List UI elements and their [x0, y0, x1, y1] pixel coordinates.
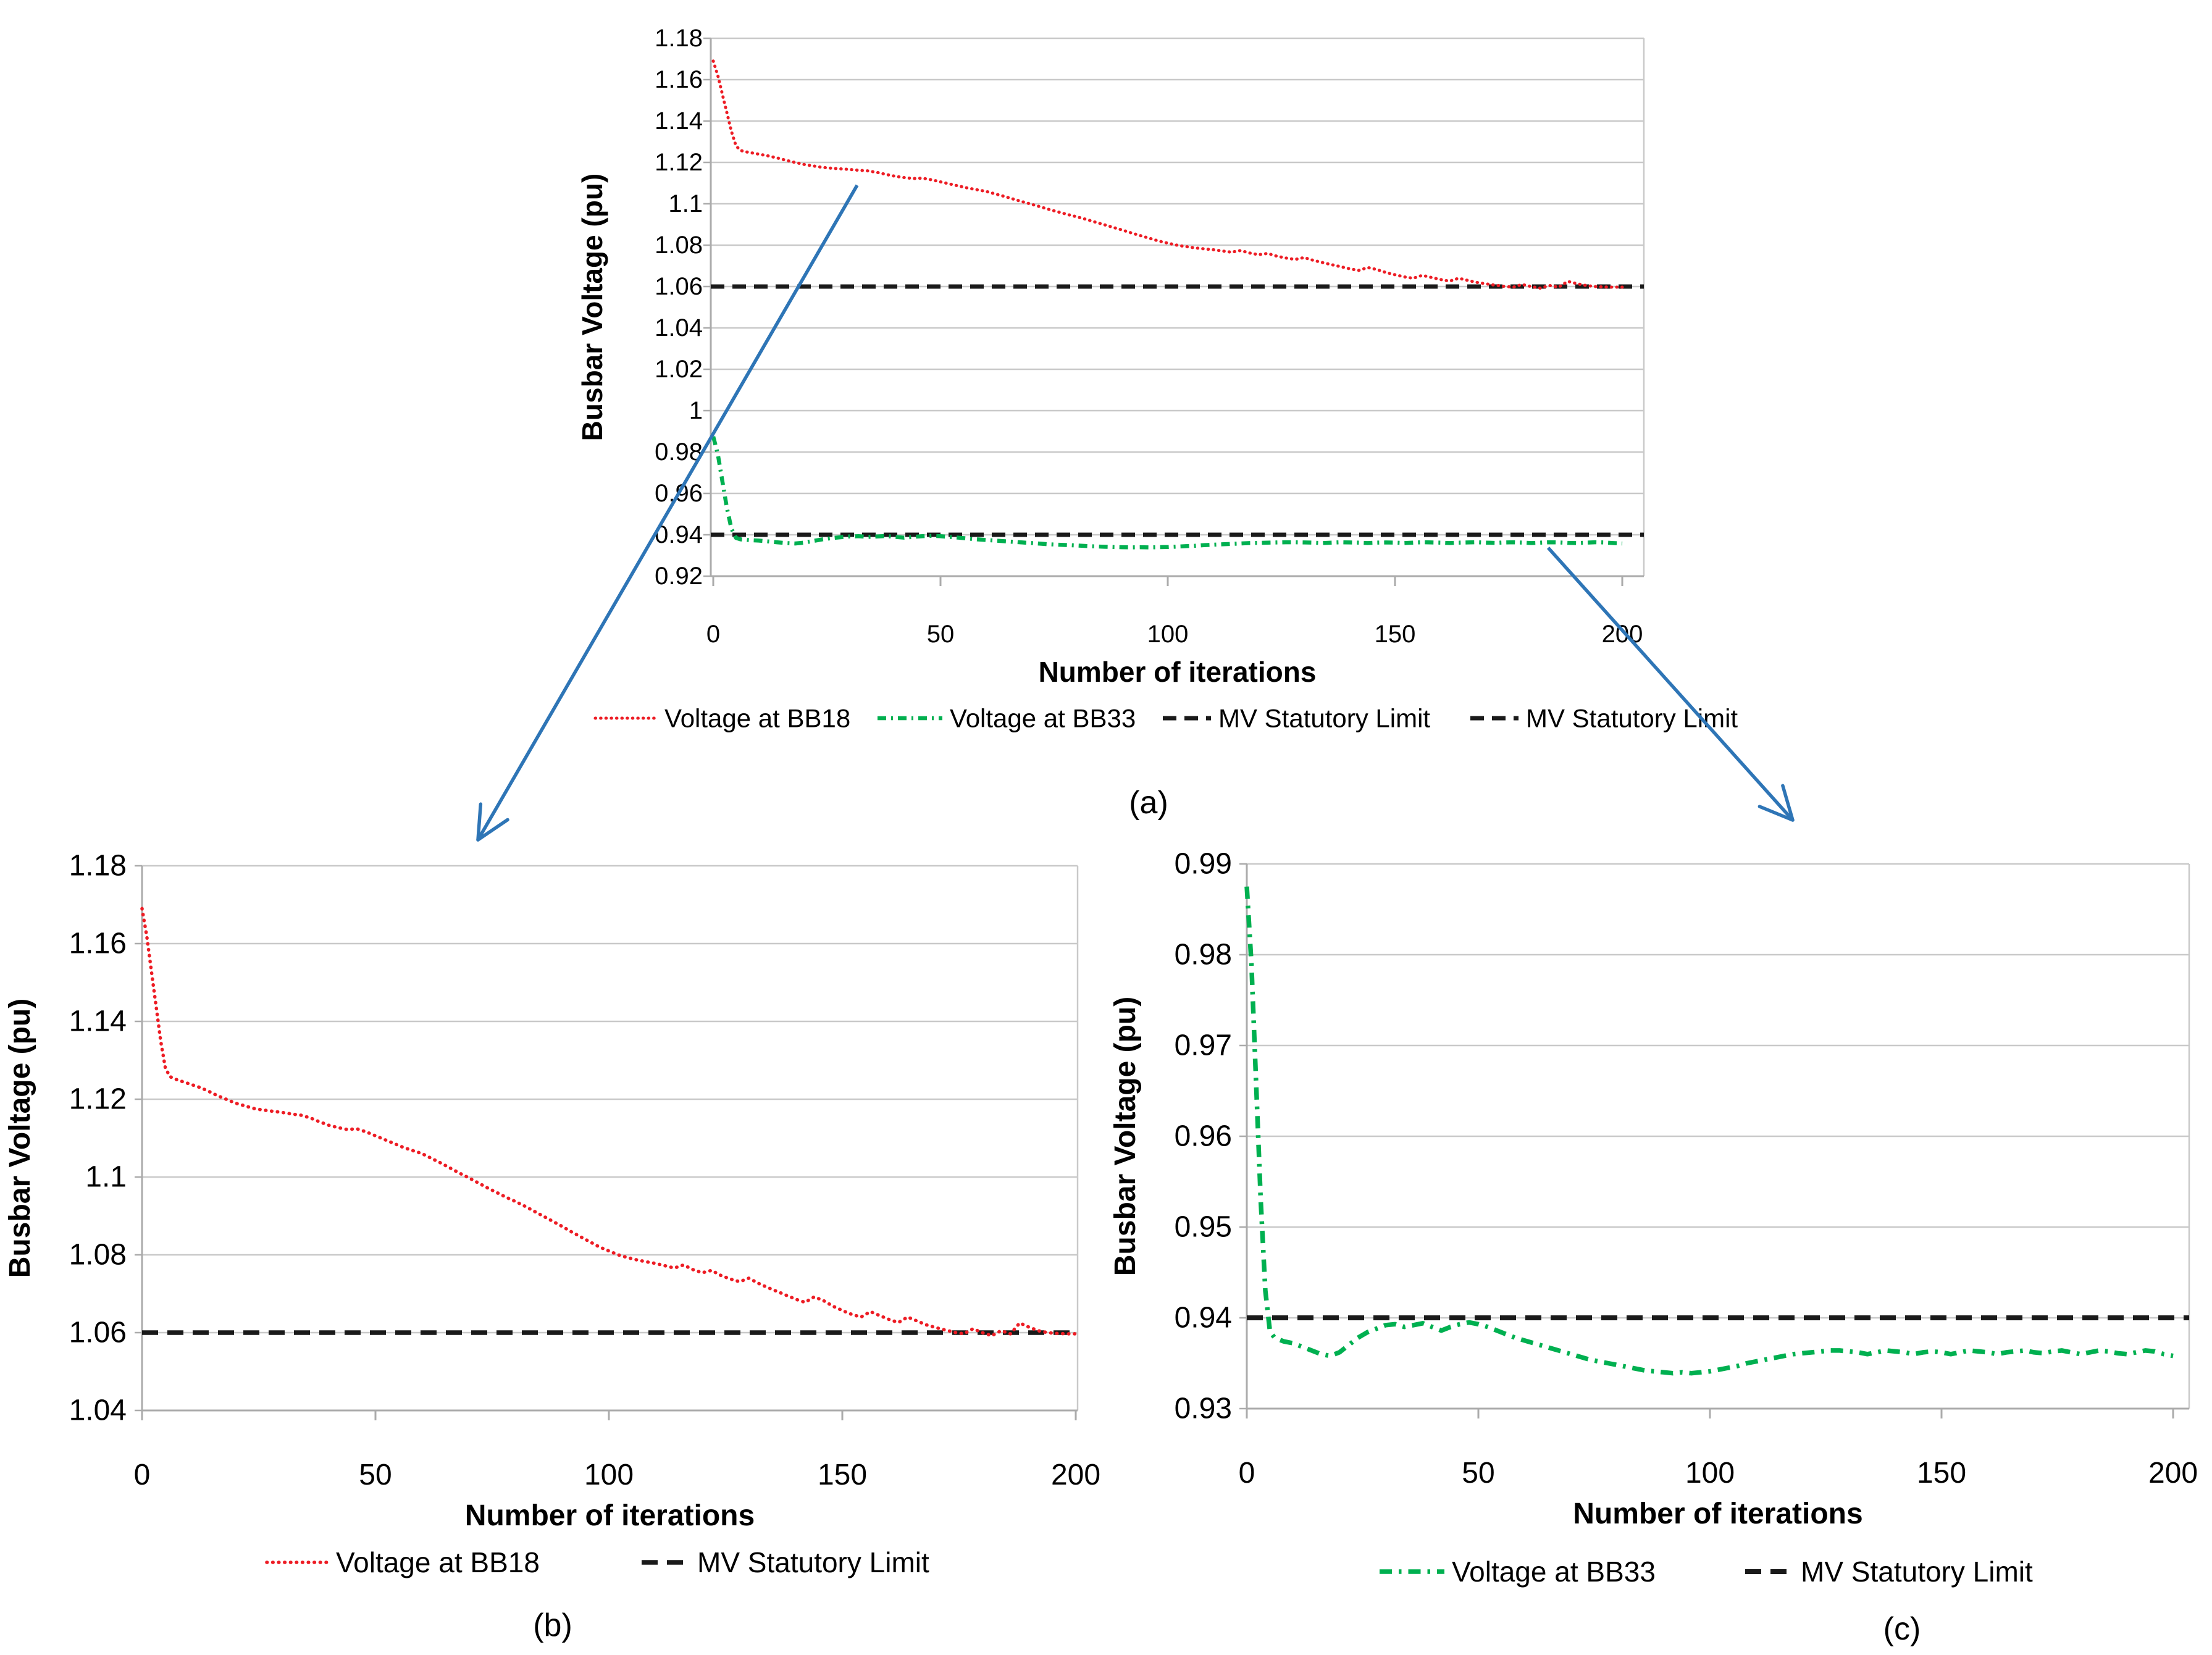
x-tick-label: 100 — [1147, 621, 1189, 648]
y-tick-label: 1.1 — [85, 1161, 127, 1194]
y-tick-label: 0.98 — [1175, 939, 1232, 971]
x-axis-title: Number of iterations — [1573, 1498, 1862, 1530]
y-tick-label: 1.02 — [655, 356, 703, 383]
legend-label-bb18: Voltage at BB18 — [336, 1546, 540, 1578]
x-tick-label: 50 — [1462, 1457, 1494, 1490]
arrow-head-stroke — [1781, 784, 1795, 822]
y-axis-title: Busbar Voltage (pu) — [4, 999, 36, 1278]
y-tick-label: 1.16 — [69, 928, 127, 960]
y-tick-label: 1.12 — [69, 1083, 127, 1116]
chart-b-caption: (b) — [533, 1607, 572, 1643]
y-tick-label: 0.94 — [655, 521, 703, 548]
series-bb18 — [140, 907, 1078, 1338]
series-bb18 — [711, 59, 1624, 290]
series-bb33 — [1244, 886, 2174, 1376]
y-tick-label: 1.16 — [655, 66, 703, 93]
arrow-head-stroke — [1757, 805, 1795, 822]
y-tick-label: 0.98 — [655, 438, 703, 466]
y-tick-label: 1.04 — [655, 314, 703, 341]
zoom-callout-arrow-to-b — [476, 184, 859, 842]
y-tick-label: 1 — [689, 397, 703, 424]
x-axis-title: Number of iterations — [1039, 656, 1317, 688]
x-tick-label: 50 — [359, 1459, 392, 1491]
x-tick-label: 0 — [134, 1459, 151, 1491]
y-tick-label: 1.18 — [655, 25, 703, 52]
chart-c-caption: (c) — [1883, 1611, 1921, 1647]
y-tick-label: 1.12 — [655, 149, 703, 176]
y-tick-label: 1.06 — [655, 273, 703, 300]
x-tick-label: 200 — [1051, 1459, 1100, 1491]
y-tick-label: 1.04 — [69, 1394, 127, 1427]
y-tick-label: 1.1 — [668, 190, 703, 217]
x-tick-label: 200 — [1602, 621, 1643, 648]
x-tick-label: 50 — [927, 621, 955, 648]
y-tick-label: 1.14 — [655, 107, 703, 135]
legend-label-bb33: Voltage at BB33 — [1452, 1556, 1656, 1588]
chart-c: 0.99 0.98 0.97 0.96 0.95 0.94 0.930 50 100 150 200… — [1109, 848, 2198, 1588]
y-tick-label: 1.08 — [69, 1239, 127, 1272]
y-tick-label: 0.94 — [1175, 1302, 1232, 1334]
legend-label-limit: MV Statutory Limit — [1218, 704, 1430, 733]
y-tick-label: 0.92 — [655, 563, 703, 590]
x-tick-label: 200 — [2148, 1457, 2198, 1490]
chart-a: 1.18 1.16 1.14 1.12 1.1 1.08 1.06 1.04 1.02 1 0.98… — [576, 25, 1738, 733]
x-axis-title: Number of iterations — [465, 1499, 755, 1532]
y-tick-label: 1.06 — [69, 1317, 127, 1349]
x-tick-label: 0 — [706, 621, 720, 648]
legend-label-limit: MV Statutory Limit — [1526, 704, 1738, 733]
y-tick-label: 1.08 — [655, 232, 703, 259]
y-tick-label: 0.97 — [1175, 1029, 1232, 1062]
y-tick-label: 0.95 — [1175, 1211, 1232, 1244]
series-bb33 — [711, 436, 1623, 550]
x-tick-label: 150 — [818, 1459, 867, 1491]
arrow-head-stroke — [476, 818, 509, 842]
x-tick-label: 0 — [1239, 1457, 1255, 1490]
x-tick-label: 150 — [1375, 621, 1416, 648]
x-tick-label: 100 — [1685, 1457, 1735, 1490]
y-axis-title: Busbar Voltage (pu) — [576, 174, 608, 442]
legend-label-limit: MV Statutory Limit — [1801, 1556, 2033, 1588]
y-tick-label: 1.14 — [69, 1005, 127, 1038]
zoom-callout-arrow-to-c — [1546, 547, 1795, 822]
callout-arrows — [476, 184, 1795, 842]
y-axis-title: Busbar Voltage (pu) — [1109, 997, 1142, 1276]
chart-a-caption: (a) — [1129, 785, 1168, 821]
legend-label-bb33: Voltage at BB33 — [950, 704, 1136, 733]
arrow-shaft — [476, 184, 859, 841]
x-tick-label: 150 — [1917, 1457, 1966, 1490]
y-tick-label: 0.96 — [1175, 1120, 1232, 1153]
legend-label-limit: MV Statutory Limit — [697, 1546, 929, 1578]
y-tick-label: 0.93 — [1175, 1393, 1232, 1425]
y-tick-label: 0.99 — [1175, 848, 1232, 881]
arrow-shaft — [1546, 547, 1795, 821]
legend-label-bb18: Voltage at BB18 — [664, 704, 850, 733]
arrow-head-stroke — [476, 802, 483, 842]
y-tick-label: 1.18 — [69, 850, 127, 882]
chart-b: 1.18 1.16 1.14 1.12 1.1 1.08 1.06 1.040 50 100 150… — [4, 850, 1100, 1579]
x-tick-label: 100 — [584, 1459, 634, 1491]
